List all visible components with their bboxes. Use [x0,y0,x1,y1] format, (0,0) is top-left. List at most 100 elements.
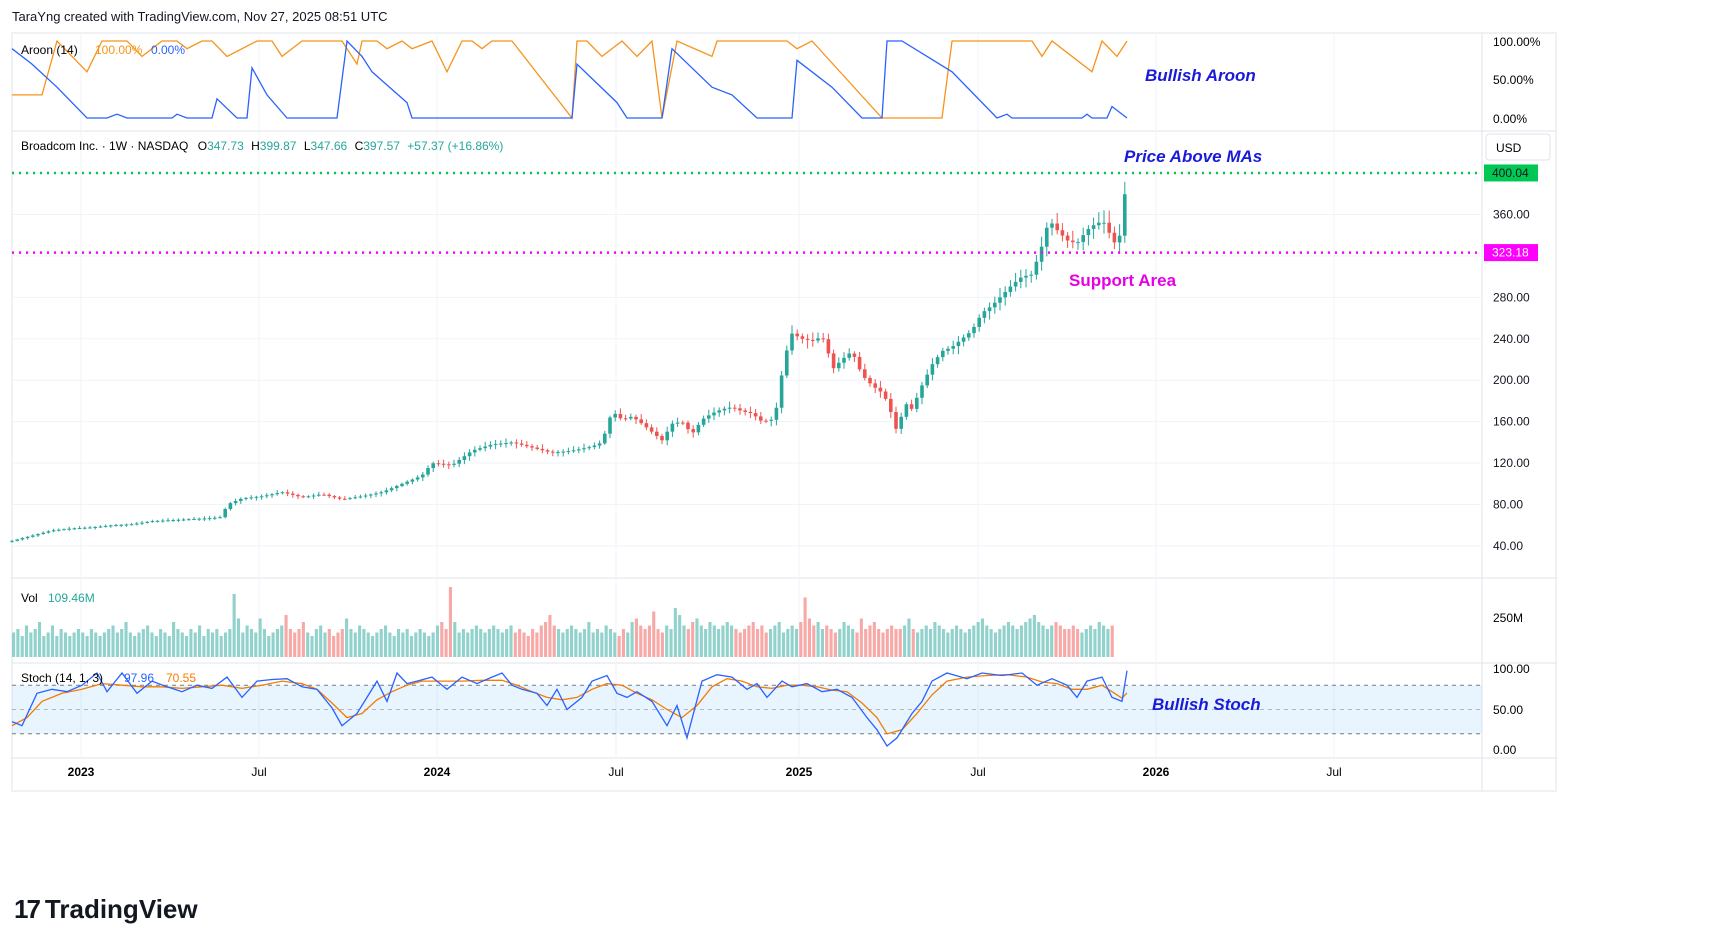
volume-bar [483,632,487,657]
candle-body [1065,235,1070,241]
volume-bar [228,629,232,657]
candle-body [530,446,534,448]
candle-body [909,404,914,409]
change-value: +57.37 (+16.86%) [407,139,503,153]
candle-body [551,451,555,453]
volume-bar [163,632,167,657]
volume-bar [591,632,595,657]
candle-body [899,416,903,429]
volume-bar [1045,629,1049,657]
volume-bar [903,625,907,657]
candle-body [904,404,909,417]
volume-bar [820,629,824,657]
volume-bar [301,622,305,657]
volume-bar [267,636,271,657]
candle-body [363,495,368,497]
candle-body [348,498,352,500]
support-price-value: 323.18 [1492,246,1529,260]
volume-bar [535,632,539,657]
volume-bar [937,625,941,657]
aroon-up-value: 100.00% [95,43,143,57]
candle-body [519,443,524,445]
volume-bar [513,632,517,657]
volume-bar [686,629,690,657]
volume-bar [388,632,392,657]
volume-label: Vol [21,591,38,605]
candle-body [998,297,1002,303]
volume-bar [859,618,863,657]
volume-bar [730,625,734,657]
volume-bar [16,629,20,657]
volume-bar [448,587,452,657]
volume-bar [825,625,829,657]
candle-body [738,408,742,411]
candle-body [103,525,108,527]
volume-bar [487,629,491,657]
volume-bar [422,632,427,657]
volume-bar [950,629,954,657]
candle-body [499,443,503,445]
volume-bar [799,622,803,657]
volume-bar [1058,625,1062,657]
volume-bar [461,629,465,657]
volume-bar [150,632,154,657]
volume-bar [1071,625,1075,657]
currency-button[interactable] [1485,133,1551,161]
volume-bar [215,629,219,657]
xaxis-label-2024: 2024 [424,765,451,779]
candle-body [98,526,103,528]
stoch-tick-50: 50.00 [1493,703,1523,717]
candle-body [405,481,409,484]
candle-body [1050,223,1054,228]
candle-body [31,535,35,537]
volume-bar [544,622,548,657]
volume-bar [332,636,336,657]
stoch-label: Stoch (14, 1, 3) [21,671,103,685]
tradingview-logo[interactable]: 17 TradingView [14,894,198,925]
volume-bar [1041,625,1045,657]
candle-body [41,532,45,535]
annotation-bullish-aroon: Bullish Aroon [1145,66,1256,85]
candle-body [114,525,118,527]
candle-body [935,357,940,365]
volume-bar [193,632,197,657]
candle-body [941,350,945,358]
volume-bar [755,629,760,657]
candle-body [894,412,898,429]
stoch-k-line [11,670,1128,747]
volume-bar [310,636,314,657]
candle-body [202,518,207,520]
price-tick-label: 200.00 [1493,373,1530,387]
price-tick-label: 160.00 [1493,415,1530,429]
candle-body [1034,261,1039,275]
volume-bar [63,632,68,657]
aroon-tick-100: 100.00% [1493,35,1541,49]
volume-bar [604,625,608,657]
volume-bar [980,618,985,657]
candle-body [540,448,545,451]
volume-bar [314,629,318,657]
attribution-text: TaraYng created with TradingView.com, No… [12,9,388,24]
candle-body [119,524,123,526]
volume-bar [133,636,137,657]
volume-bar [786,629,790,657]
candle-body [857,356,862,370]
candle-body [306,496,311,498]
volume-bar [1093,629,1097,657]
candle-body [155,520,160,522]
candle-body [769,419,773,421]
candle-body [77,527,82,529]
candle-body [1102,222,1106,224]
volume-bar [223,632,228,657]
candle-body [826,339,831,354]
candle-body [457,459,461,464]
candle-body [259,496,264,498]
right-scale-frame [1481,32,1557,792]
candle-body [207,518,212,520]
volume-bar [1024,622,1028,657]
volume-bar [1015,629,1019,657]
candle-body [410,479,415,482]
volume-bar [976,622,980,657]
candle-body [1024,275,1028,278]
